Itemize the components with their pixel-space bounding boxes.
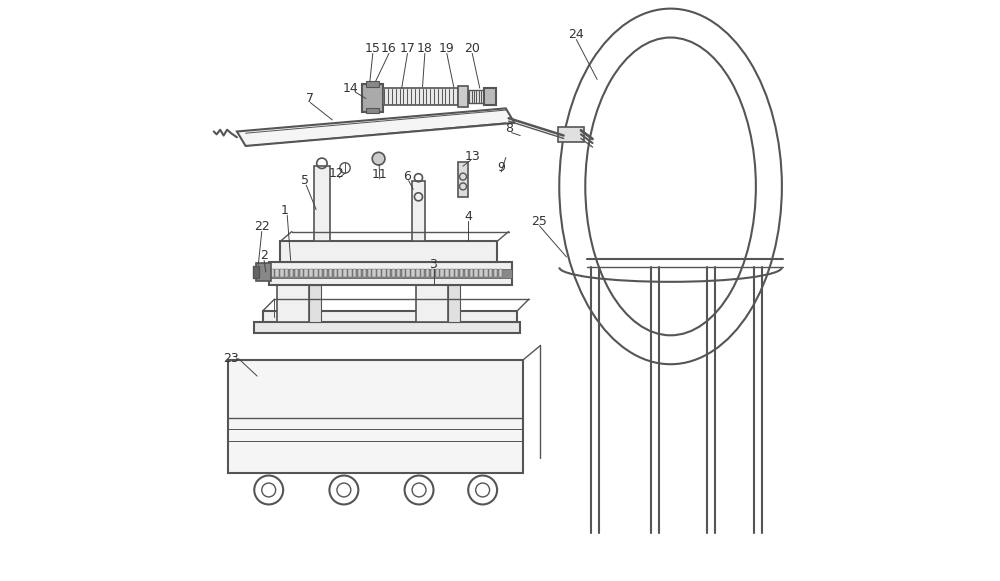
Bar (416, 285, 448, 322)
Bar (392, 269, 395, 277)
Bar (275, 269, 279, 277)
Bar (460, 269, 463, 277)
Bar (494, 269, 497, 277)
Text: 9: 9 (497, 162, 505, 174)
Bar (387, 269, 390, 277)
Bar (338, 269, 342, 277)
Bar (383, 88, 458, 106)
Text: 16: 16 (381, 42, 397, 55)
Text: 12: 12 (329, 167, 345, 180)
Bar (362, 84, 383, 112)
Text: 6: 6 (404, 170, 411, 182)
Bar (465, 269, 468, 277)
Text: 20: 20 (464, 42, 480, 55)
Bar (372, 269, 376, 277)
Text: 4: 4 (464, 210, 472, 223)
Bar (280, 269, 284, 277)
Bar (309, 285, 321, 322)
Bar (412, 181, 425, 241)
Bar (406, 269, 410, 277)
Text: 8: 8 (505, 122, 513, 135)
Text: 17: 17 (400, 42, 415, 55)
Bar (269, 268, 512, 278)
Text: 25: 25 (531, 214, 547, 228)
Bar (285, 269, 288, 277)
Text: 13: 13 (464, 150, 480, 163)
Bar (458, 162, 468, 197)
Bar (309, 269, 313, 277)
Bar (324, 269, 327, 277)
Bar (416, 269, 420, 277)
Bar (366, 81, 379, 87)
Bar (314, 269, 318, 277)
Bar (358, 269, 361, 277)
Bar (450, 269, 454, 277)
Bar (470, 269, 473, 277)
Text: 19: 19 (439, 42, 455, 55)
Text: 14: 14 (343, 81, 359, 95)
Bar (431, 269, 434, 277)
Bar (440, 269, 444, 277)
Polygon shape (237, 109, 514, 146)
Bar (458, 87, 468, 107)
Bar (277, 285, 309, 322)
Bar (411, 269, 415, 277)
Bar (319, 269, 322, 277)
Bar (377, 269, 381, 277)
Text: 23: 23 (223, 352, 239, 365)
Bar (304, 269, 308, 277)
Bar (479, 269, 483, 277)
Circle shape (372, 152, 385, 165)
Bar (448, 285, 460, 322)
Bar (269, 261, 512, 285)
Bar (348, 269, 352, 277)
Text: 18: 18 (417, 42, 433, 55)
Text: 5: 5 (301, 174, 309, 187)
Text: 24: 24 (568, 28, 584, 41)
Bar (382, 269, 386, 277)
Bar (366, 109, 379, 113)
Bar (397, 269, 400, 277)
Bar (489, 269, 492, 277)
Bar (468, 91, 484, 103)
Text: 1: 1 (281, 204, 289, 217)
Bar (426, 269, 429, 277)
Bar (363, 269, 366, 277)
Bar (353, 269, 356, 277)
Bar (455, 269, 458, 277)
Bar (445, 269, 449, 277)
Bar (368, 269, 371, 277)
Bar (484, 88, 496, 106)
Bar (484, 269, 488, 277)
Bar (228, 360, 523, 472)
Text: 22: 22 (254, 220, 270, 234)
Bar (402, 269, 405, 277)
Bar (290, 269, 293, 277)
Text: 15: 15 (365, 42, 381, 55)
Circle shape (340, 163, 350, 173)
Bar (263, 311, 517, 328)
Bar (253, 266, 259, 278)
Bar (295, 269, 298, 277)
Bar (256, 263, 271, 281)
Bar (300, 269, 303, 277)
Bar (558, 127, 584, 142)
Bar (421, 269, 424, 277)
Bar (329, 269, 332, 277)
Bar (436, 269, 439, 277)
Bar (334, 269, 337, 277)
Bar (270, 269, 274, 277)
Bar (314, 166, 330, 241)
Bar (474, 269, 478, 277)
Text: 7: 7 (306, 92, 314, 105)
Bar (254, 322, 520, 333)
Bar (499, 269, 502, 277)
Bar (343, 269, 347, 277)
Text: 2: 2 (260, 249, 268, 262)
Text: 3: 3 (430, 258, 437, 271)
Text: 11: 11 (372, 168, 388, 181)
Bar (280, 241, 497, 261)
